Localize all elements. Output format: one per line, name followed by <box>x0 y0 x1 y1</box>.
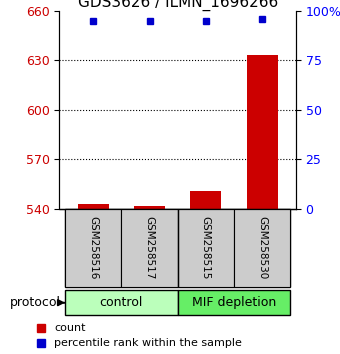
Text: GSM258515: GSM258515 <box>201 216 211 280</box>
Bar <box>134 206 165 209</box>
Text: protocol: protocol <box>10 296 61 309</box>
Text: count: count <box>54 322 86 332</box>
Text: GSM258517: GSM258517 <box>144 216 154 280</box>
Bar <box>121 209 177 287</box>
Bar <box>234 209 290 287</box>
Bar <box>78 204 109 209</box>
Title: GDS3626 / ILMN_1696266: GDS3626 / ILMN_1696266 <box>78 0 278 11</box>
Text: control: control <box>100 296 143 309</box>
Bar <box>177 209 234 287</box>
Bar <box>246 55 277 209</box>
Bar <box>177 290 290 315</box>
Text: percentile rank within the sample: percentile rank within the sample <box>54 338 242 348</box>
Text: MIF depletion: MIF depletion <box>192 296 276 309</box>
Text: GSM258516: GSM258516 <box>88 216 98 280</box>
Text: GSM258530: GSM258530 <box>257 216 267 279</box>
Bar <box>65 209 121 287</box>
Bar <box>190 191 221 209</box>
Bar <box>65 290 177 315</box>
